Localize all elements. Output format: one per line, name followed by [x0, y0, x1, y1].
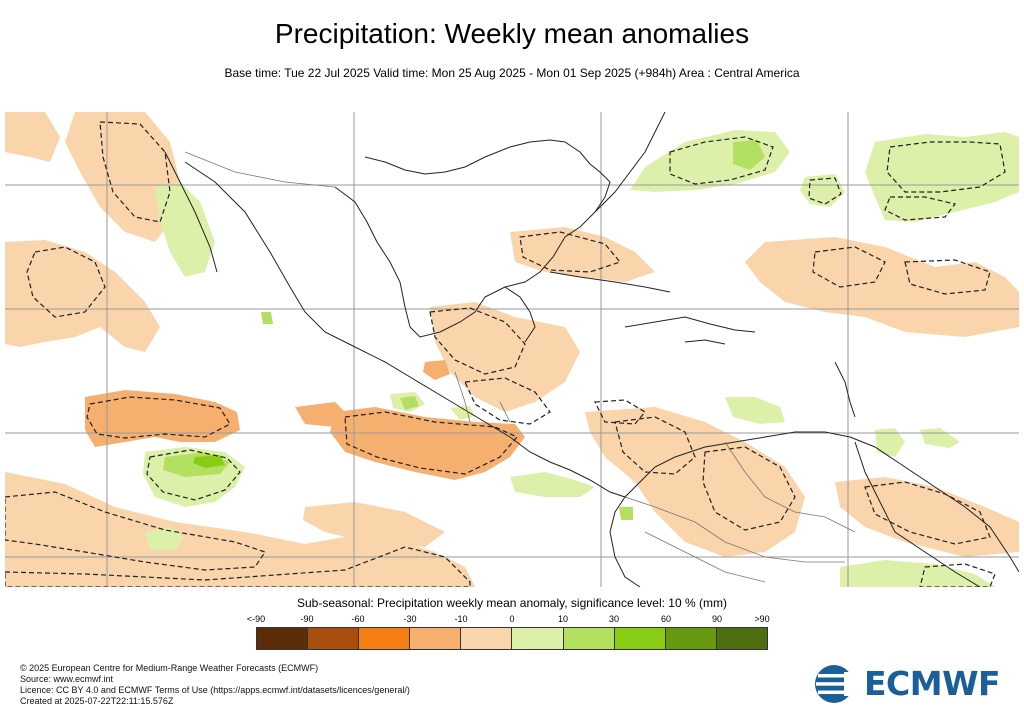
legend-tick: -90 — [300, 614, 314, 624]
wet-anomaly-strong — [193, 455, 225, 468]
legend-tick: <-90 — [246, 614, 266, 624]
page-subtitle: Base time: Tue 22 Jul 2025 Valid time: M… — [224, 66, 800, 80]
dry-anomaly-patches — [5, 112, 1019, 587]
legend-ticks: <-90 -90 -60 -30 -10 0 10 30 60 90 >90 — [247, 614, 770, 626]
ecmwf-logo-mark — [815, 665, 858, 703]
legend-title: Sub-seasonal: Precipitation weekly mean … — [297, 596, 727, 610]
anomaly-map — [5, 112, 1019, 587]
legend-swatch — [461, 628, 513, 649]
footer-created: Created at 2025-07-22T22:11:15.576Z — [20, 696, 174, 706]
legend-colorbar — [256, 627, 768, 650]
legend-swatch — [665, 628, 717, 649]
legend-swatch — [359, 628, 411, 649]
coastlines — [164, 112, 1019, 587]
map-canvas — [5, 112, 1019, 587]
significance-contours — [5, 121, 1006, 587]
ecmwf-logo: ECMWF — [814, 664, 1010, 704]
legend-swatch — [308, 628, 360, 649]
legend-tick: 90 — [711, 614, 722, 624]
graticule — [5, 112, 1019, 587]
ecmwf-logo-text: ECMWF — [864, 664, 1001, 703]
country-borders — [184, 151, 856, 583]
legend-swatch — [410, 628, 462, 649]
legend-tick: 30 — [608, 614, 619, 624]
legend-tick: -10 — [454, 614, 468, 624]
footer-licence: Licence: CC BY 4.0 and ECMWF Terms of Us… — [20, 685, 410, 695]
legend-swatch — [563, 628, 615, 649]
legend-tick: 0 — [509, 614, 515, 624]
legend-swatch — [257, 628, 309, 649]
legend-tick: 60 — [660, 614, 671, 624]
legend-swatch — [716, 628, 767, 649]
page-title: Precipitation: Weekly mean anomalies — [274, 18, 750, 49]
footer-source: Source: www.ecmwf.int — [20, 674, 114, 684]
legend-tick: -60 — [351, 614, 365, 624]
legend-swatch — [614, 628, 666, 649]
footer: © 2025 European Centre for Medium-Range … — [20, 663, 410, 707]
legend-tick: -30 — [403, 614, 417, 624]
legend-tick: >90 — [754, 614, 770, 624]
legend-tick: 10 — [557, 614, 568, 624]
legend-swatch — [512, 628, 564, 649]
footer-copyright: © 2025 European Centre for Medium-Range … — [20, 663, 319, 673]
